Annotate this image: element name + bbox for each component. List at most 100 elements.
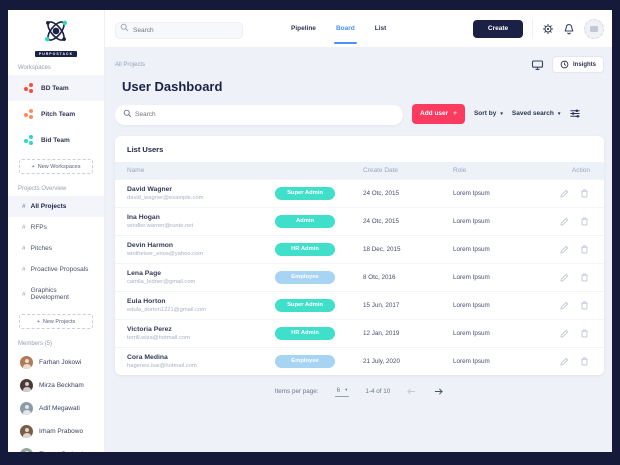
page-title: User Dashboard — [122, 79, 223, 94]
project-label: Pitches — [30, 245, 52, 252]
previous-page-arrow-icon[interactable] — [406, 387, 417, 396]
user-email: hagenes.isai@hotmail.com — [127, 362, 197, 369]
user-search-input[interactable] — [115, 104, 403, 125]
tab-pipeline[interactable]: Pipeline — [291, 25, 316, 32]
tab-list[interactable]: List — [374, 25, 387, 32]
create-date: 15 Jun, 2017 — [363, 301, 400, 309]
workspace-label: Bid Team — [41, 136, 70, 144]
create-date: 8 Otc, 2016 — [363, 273, 396, 281]
hash-icon: # — [22, 203, 26, 210]
hash-icon: # — [22, 290, 26, 298]
plus-icon: + — [31, 163, 35, 170]
breadcrumb[interactable]: All Projects — [115, 61, 146, 68]
role-badge: Employee — [275, 270, 335, 284]
tab-board[interactable]: Board — [333, 10, 357, 48]
user-email: david_wagner@example.com — [127, 194, 204, 201]
column-create-date: Create Date — [363, 166, 399, 174]
delete-icon[interactable] — [579, 188, 590, 199]
page-range: 1-4 of 10 — [365, 388, 391, 395]
member-firman-corbuzier[interactable]: Firman Corbuzier — [8, 443, 104, 452]
sidebar-item-graphics-development[interactable]: # Graphics Development — [8, 280, 104, 308]
delete-icon[interactable] — [579, 244, 590, 255]
avatar — [20, 448, 33, 452]
sidebar-item-all-projects[interactable]: # All Projects — [8, 196, 104, 217]
create-date: 24 Otc, 2015 — [363, 217, 400, 225]
table-row: Lena Page camila_ledner@gmail.com Employe… — [115, 262, 604, 291]
topbar: Pipeline Board List Create — [105, 10, 612, 48]
sort-by-dropdown[interactable]: Sort by ▾ — [474, 110, 503, 117]
add-user-label: Add user — [420, 110, 449, 118]
role-badge: Super Admin — [275, 298, 335, 312]
edit-icon[interactable] — [559, 188, 570, 199]
avatar — [20, 425, 33, 438]
notifications-bell-icon[interactable] — [563, 23, 575, 35]
member-farhan-jokowi[interactable]: Farhan Jokowi — [8, 351, 104, 374]
delete-icon[interactable] — [579, 216, 590, 227]
filter-sliders-icon[interactable] — [569, 108, 581, 119]
member-name: Mirza Beckham — [39, 382, 84, 389]
bd-team-icon — [24, 83, 34, 93]
member-name: Farhan Jokowi — [39, 359, 82, 366]
table-row: Devin Harmon wintheiser_enos@yahoo.com HR… — [115, 234, 604, 263]
create-date: 24 Otc, 2015 — [363, 189, 400, 197]
user-name: Eula Horton — [127, 297, 166, 305]
saved-search-dropdown[interactable]: Saved search ▾ — [512, 110, 560, 117]
sidebar-item-proactive-proposals[interactable]: # Proactive Proposals — [8, 259, 104, 280]
app-window: PURPOSTACK Workspaces BD Team Pitch Team… — [8, 10, 612, 452]
table-row: Eula Horton edula_dorton1221@gmail.com Su… — [115, 290, 604, 319]
global-search-input[interactable] — [115, 21, 243, 39]
next-page-arrow-icon[interactable] — [433, 387, 444, 396]
presentation-monitor-icon[interactable] — [531, 59, 544, 71]
user-avatar[interactable] — [584, 18, 604, 39]
role-badge: HR Admin — [275, 326, 335, 340]
main-content: All Projects Insights User Dashboa — [105, 48, 612, 452]
role-badge: Employee — [275, 354, 335, 368]
edit-icon[interactable] — [559, 328, 570, 339]
create-button[interactable]: Create — [473, 19, 523, 38]
sidebar-item-pitches[interactable]: # Pitches — [8, 238, 104, 259]
edit-icon[interactable] — [559, 272, 570, 283]
sidebar-item-bd-team[interactable]: BD Team — [8, 75, 104, 101]
insights-label: Insights — [572, 61, 596, 68]
role-text: Lorem Ipsum — [453, 273, 490, 281]
role-badge: Admin — [275, 214, 335, 228]
member-name: Firman Corbuzier — [39, 451, 89, 452]
edit-icon[interactable] — [559, 216, 570, 227]
items-per-page-value: 6 — [336, 386, 341, 394]
sidebar-item-rfps[interactable]: # RFPs — [8, 217, 104, 238]
table-row: Victoria Perez terrill.wiza@hotmail.com H… — [115, 318, 604, 347]
role-text: Lorem Ipsum — [453, 189, 490, 197]
items-per-page-select[interactable]: 6 ▾ — [334, 386, 350, 397]
delete-icon[interactable] — [579, 272, 590, 283]
edit-icon[interactable] — [559, 244, 570, 255]
insights-button[interactable]: Insights — [551, 56, 604, 73]
user-name: Victoria Perez — [127, 325, 172, 333]
project-label: Proactive Proposals — [30, 266, 89, 273]
add-user-button[interactable]: Add user + — [412, 103, 465, 124]
new-projects-button[interactable]: + New Projects — [19, 314, 93, 329]
sidebar-item-pitch-team[interactable]: Pitch Team — [8, 101, 104, 127]
list-users-title: List Users — [127, 144, 164, 154]
logo: PURPOSTACK — [8, 10, 104, 57]
member-irham-prabowo[interactable]: Irham Prabowo — [8, 420, 104, 443]
new-workspaces-label: New Workspaces — [37, 163, 81, 170]
delete-icon[interactable] — [579, 356, 590, 367]
user-name: David Wagner — [127, 185, 173, 193]
member-adif-megawati[interactable]: Adif Megawati — [8, 397, 104, 420]
pitch-team-icon — [24, 109, 34, 119]
role-text: Lorem Ipsum — [453, 245, 490, 253]
workspaces-label: Workspaces — [18, 65, 51, 71]
items-per-page-label: Items per page: — [274, 388, 319, 395]
sidebar-item-bid-team[interactable]: Bid Team — [8, 127, 104, 153]
table-header: Name Create Date Role Action — [115, 161, 604, 179]
role-text: Lorem Ipsum — [453, 329, 490, 337]
edit-icon[interactable] — [559, 356, 570, 367]
settings-gear-icon[interactable] — [542, 23, 554, 35]
column-action: Action — [571, 166, 590, 174]
new-workspaces-button[interactable]: + New Workspaces — [19, 159, 93, 174]
user-name: Lena Page — [127, 269, 161, 277]
member-mirza-beckham[interactable]: Mirza Beckham — [8, 374, 104, 397]
delete-icon[interactable] — [579, 328, 590, 339]
edit-icon[interactable] — [559, 300, 570, 311]
delete-icon[interactable] — [579, 300, 590, 311]
